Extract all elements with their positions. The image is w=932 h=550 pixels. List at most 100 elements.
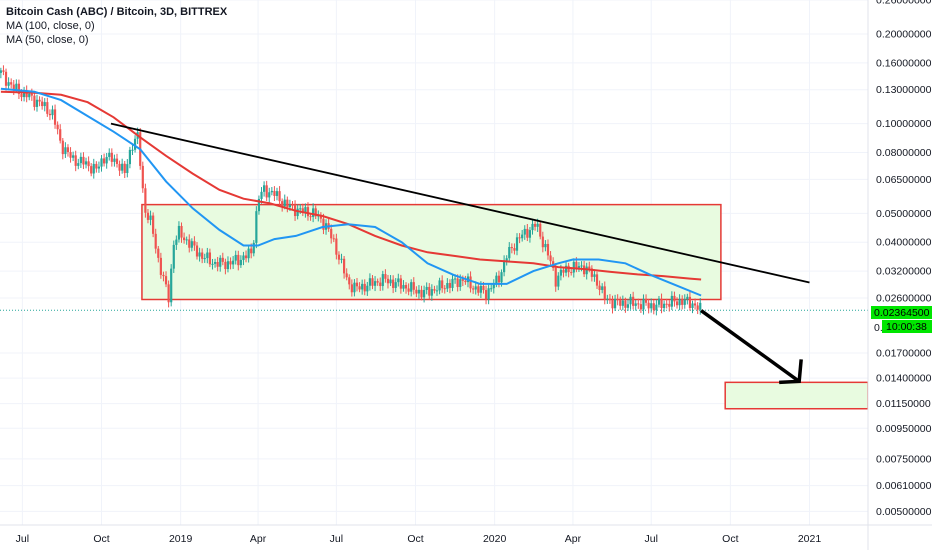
candle	[381, 270, 384, 291]
countdown-badge	[882, 320, 932, 333]
candle	[639, 300, 642, 313]
candle	[675, 297, 679, 309]
candle	[425, 282, 428, 295]
candle	[693, 298, 697, 310]
candle	[335, 233, 338, 260]
candle	[51, 105, 54, 120]
candle	[441, 275, 444, 293]
candle	[412, 277, 415, 295]
candle	[74, 150, 77, 172]
candle	[451, 274, 454, 292]
candle	[159, 252, 162, 279]
candle	[149, 210, 152, 226]
candle	[152, 212, 155, 238]
countdown-value: 10:00:38	[886, 321, 927, 333]
candle	[696, 302, 699, 315]
target-arrow[interactable]	[700, 309, 801, 383]
candle	[118, 160, 121, 176]
candle	[691, 300, 694, 314]
x-tick-label: Apr	[250, 533, 267, 545]
candle	[82, 152, 85, 170]
candle	[87, 156, 90, 172]
price-badge-value: 0.02364500	[874, 307, 930, 319]
candle	[397, 273, 400, 287]
candle	[518, 233, 521, 244]
candle	[673, 291, 676, 307]
candle	[105, 153, 108, 169]
candle	[144, 183, 147, 218]
x-tick-label: Oct	[722, 533, 738, 545]
candle	[358, 282, 361, 293]
candle	[678, 294, 681, 311]
candles	[0, 65, 702, 316]
candle	[464, 275, 467, 285]
price-tag: 0.02364500 0. 10:00:38	[871, 306, 932, 334]
candle	[242, 251, 245, 266]
candle	[683, 294, 686, 309]
candle	[533, 221, 537, 231]
candle	[182, 232, 186, 244]
candle	[224, 258, 227, 275]
candle	[355, 277, 359, 292]
y-tick-label: 0.03200000	[876, 266, 932, 278]
candle	[110, 148, 113, 167]
candle	[376, 278, 379, 286]
candle	[2, 65, 5, 76]
candle	[394, 278, 397, 293]
candle	[38, 96, 41, 107]
price-axis[interactable]: 0.26000000 0.20000000 0.16000000 0.13000000…	[876, 0, 932, 518]
legend-ma100: MA (100, close, 0)	[6, 20, 95, 32]
y-tick-label: 0.01400000	[876, 373, 932, 385]
y-tick-label: 0.20000000	[876, 28, 932, 40]
candle	[167, 280, 170, 308]
candle	[247, 245, 250, 263]
price-axis-cut-label: 0.	[874, 322, 883, 334]
time-axis[interactable]: Jul Oct 2019 Apr Jul Oct 2020 Apr Jul Oct 2021	[16, 533, 822, 545]
candle	[363, 279, 366, 296]
candle	[304, 203, 307, 218]
candle	[10, 78, 13, 89]
candle	[90, 163, 93, 177]
candle	[608, 294, 612, 304]
candle	[281, 198, 284, 212]
candle	[420, 285, 423, 301]
y-tick-label: 0.04000000	[876, 237, 932, 249]
candle	[361, 279, 364, 295]
candle	[229, 257, 232, 270]
target-box[interactable]	[724, 381, 868, 410]
candle	[123, 160, 126, 179]
y-tick-label: 0.10000000	[876, 118, 932, 130]
candle	[66, 144, 70, 157]
candle	[211, 258, 214, 270]
ma50-line[interactable]	[0, 87, 702, 297]
price-badge	[871, 306, 932, 319]
candle	[632, 291, 635, 310]
candle	[657, 295, 661, 308]
candle	[655, 299, 658, 316]
candle	[515, 233, 519, 256]
candle	[188, 234, 191, 253]
candle	[577, 262, 581, 272]
x-tick-label: 2020	[483, 533, 507, 545]
candle	[433, 285, 436, 294]
candle	[286, 196, 289, 213]
candle	[213, 258, 217, 268]
candle	[35, 94, 39, 112]
candle	[593, 269, 596, 282]
candle	[201, 248, 204, 264]
trendline[interactable]	[110, 122, 810, 284]
candle	[554, 263, 557, 292]
candle	[487, 283, 490, 305]
candle	[503, 255, 506, 277]
candle	[562, 266, 565, 278]
candle	[92, 158, 95, 179]
candle	[84, 157, 88, 169]
candle	[164, 271, 168, 288]
candle	[131, 144, 134, 156]
candle	[262, 181, 266, 197]
candle	[531, 218, 534, 235]
candle	[613, 294, 617, 312]
candle	[510, 243, 513, 254]
candle	[443, 285, 446, 294]
